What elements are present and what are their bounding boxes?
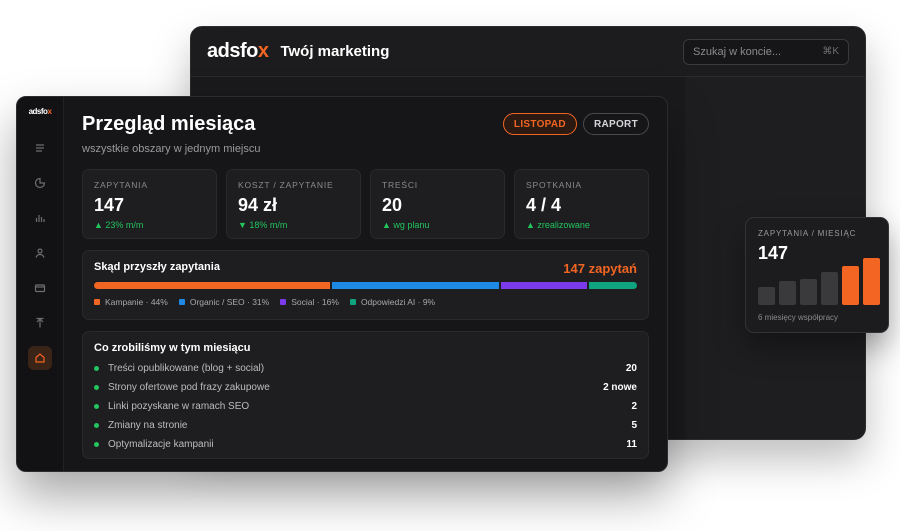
- sidebar-logo-text: adsfo: [28, 107, 48, 116]
- list-item-value: 2: [631, 401, 637, 412]
- kpi-card-content: TREŚCI 20 ▲ wg planu: [370, 169, 505, 239]
- kpi-card-meetings: SPOTKANIA 4 / 4 ▲ zrealizowane: [514, 169, 649, 239]
- user-icon[interactable]: [28, 241, 52, 265]
- mini-bar-2: [800, 279, 817, 305]
- page-subtitle: wszystkie obszary w jednym miejscu: [82, 143, 261, 155]
- kpi-trend: ▼ 18% m/m: [238, 220, 288, 230]
- monthly-inquiries-card: ZAPYTANIA / MIESIĄC 147 6 miesięcy współ…: [745, 217, 889, 333]
- status-dot: [94, 423, 99, 428]
- back-window-header: adsfo x Twój marketing Szukaj w koncie...…: [191, 27, 865, 77]
- sidebar: adsfo x: [17, 97, 64, 471]
- legend-label: Kampanie · 44%: [105, 297, 168, 307]
- kpi-trend: ▲ wg planu: [382, 220, 430, 230]
- done-panel: Co zrobiliśmy w tym miesiącu Treści opub…: [82, 331, 649, 459]
- front-window: adsfo x Przegląd: [16, 96, 668, 472]
- kpi-trend: ▲ 23% m/m: [94, 220, 144, 230]
- sources-panel: Skąd przyszły zapytania 147 zapytań Kamp…: [82, 250, 649, 320]
- source-segment-1: [332, 282, 499, 289]
- status-dot: [94, 366, 99, 371]
- main-content: Przegląd miesiąca wszystkie obszary w je…: [64, 97, 667, 471]
- source-segment-0: [94, 282, 331, 289]
- kpi-card-inquiries: ZAPYTANIA 147 ▲ 23% m/m: [82, 169, 217, 239]
- legend-label: Social · 16%: [291, 297, 339, 307]
- legend-item-ai: Odpowiedzi AI · 9%: [349, 297, 436, 307]
- kpi-row: ZAPYTANIA 147 ▲ 23% m/m KOSZT / ZAPYTANI…: [82, 169, 649, 239]
- list-item-value: 11: [626, 439, 637, 450]
- app-title: Twój marketing: [280, 43, 390, 60]
- list-item-label: Linki pozyskane w ramach SEO: [108, 401, 250, 412]
- kpi-value: 147: [94, 195, 125, 215]
- list-item-label: Strony ofertowe pod frazy zakupowe: [108, 382, 270, 393]
- list-item-label: Optymalizacje kampanii: [108, 439, 214, 450]
- list-item: Linki pozyskane w ramach SEO 2: [94, 397, 637, 416]
- sources-total: 147 zapytań: [563, 261, 637, 276]
- mini-bar-3: [821, 272, 838, 305]
- list-item-value: 20: [625, 363, 637, 374]
- card-footer: 6 miesięcy współpracy: [758, 313, 839, 322]
- card-label: ZAPYTANIA / MIESIĄC: [758, 229, 857, 238]
- page-title: Przegląd miesiąca: [82, 113, 256, 135]
- kpi-trend: ▲ zrealizowane: [526, 220, 590, 230]
- upload-icon[interactable]: [28, 311, 52, 335]
- list-item: Zmiany na stronie 5: [94, 416, 637, 435]
- sidebar-logo-accent: x: [47, 107, 52, 116]
- status-dot: [94, 442, 99, 447]
- list-item-value: 2 nowe: [603, 382, 637, 393]
- search-input[interactable]: Szukaj w koncie... ⌘K: [683, 38, 849, 65]
- header-actions: LISTOPAD RAPORT: [502, 113, 649, 135]
- brand-logo[interactable]: adsfo x: [207, 40, 269, 63]
- source-segment-2: [500, 282, 587, 289]
- legend-item-organic: Organic / SEO · 31%: [178, 297, 270, 307]
- kpi-card-cost: KOSZT / ZAPYTANIE 94 zł ▼ 18% m/m: [226, 169, 361, 239]
- mini-bar-4: [842, 266, 859, 305]
- search-shortcut: ⌘K: [822, 46, 839, 57]
- sources-stacked-bar: [94, 282, 637, 289]
- menu-icon[interactable]: [28, 136, 52, 160]
- kpi-value: 94 zł: [238, 195, 278, 215]
- list-item-label: Treści opublikowane (blog + social): [108, 363, 265, 374]
- legend-label: Odpowiedzi AI · 9%: [360, 297, 436, 307]
- list-item: Treści opublikowane (blog + social) 20: [94, 359, 637, 378]
- legend-swatch: [280, 299, 287, 305]
- sources-legend: Kampanie · 44% Organic / SEO · 31% Socia…: [94, 297, 637, 307]
- done-title: Co zrobiliśmy w tym miesiącu: [94, 342, 251, 354]
- legend-item-social: Social · 16%: [280, 297, 339, 307]
- kpi-value: 20: [382, 195, 403, 215]
- kpi-label: KOSZT / ZAPYTANIE: [238, 180, 334, 190]
- kpi-label: TREŚCI: [382, 180, 418, 190]
- mini-bar-5: [863, 258, 880, 305]
- status-dot: [94, 385, 99, 390]
- mini-bar-1: [779, 281, 796, 305]
- list-item: Strony ofertowe pod frazy zakupowe 2 nowe: [94, 378, 637, 397]
- bar-chart-icon[interactable]: [28, 206, 52, 230]
- list-item: Optymalizacje kampanii 11: [94, 435, 637, 454]
- sidebar-logo[interactable]: adsfo x: [29, 107, 52, 116]
- pie-chart-icon[interactable]: [28, 171, 52, 195]
- sources-title: Skąd przyszły zapytania: [94, 261, 220, 273]
- legend-item-campaigns: Kampanie · 44%: [94, 297, 168, 307]
- card-value: 147: [758, 243, 789, 263]
- search-placeholder: Szukaj w koncie...: [693, 45, 782, 58]
- kpi-value: 4 / 4: [526, 195, 562, 215]
- list-item-value: 5: [631, 420, 637, 431]
- legend-swatch: [349, 299, 356, 305]
- mini-bar-chart: [758, 257, 880, 305]
- card-icon[interactable]: [28, 276, 52, 300]
- status-dot: [94, 404, 99, 409]
- kpi-label: SPOTKANIA: [526, 180, 582, 190]
- source-segment-3: [588, 282, 637, 289]
- report-button[interactable]: RAPORT: [582, 113, 649, 135]
- legend-swatch: [94, 299, 100, 305]
- legend-swatch: [178, 299, 185, 305]
- month-button[interactable]: LISTOPAD: [502, 113, 577, 135]
- logo-text: adsfo: [207, 40, 258, 62]
- home-icon[interactable]: [28, 346, 52, 370]
- mini-bar-0: [758, 287, 775, 305]
- kpi-label: ZAPYTANIA: [94, 180, 148, 190]
- logo-accent: x: [257, 40, 269, 62]
- legend-label: Organic / SEO · 31%: [189, 297, 270, 307]
- list-item-label: Zmiany na stronie: [108, 420, 188, 431]
